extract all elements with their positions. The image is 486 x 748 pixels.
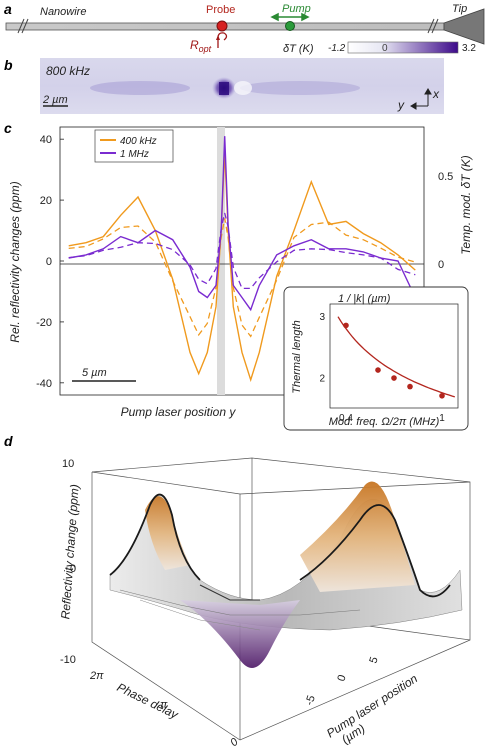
inset-x-tick: 0.4 [339, 413, 353, 424]
phase-axis-label: Phase delay [115, 680, 181, 722]
z-tick-neg10: -10 [60, 654, 76, 666]
z-axis-label: Reflectivity change (ppm) [58, 484, 81, 620]
pump-arrow-icon [270, 12, 310, 22]
colorbar [347, 41, 459, 54]
fit-line-1 [68, 212, 416, 290]
tip-label: Tip [452, 3, 467, 15]
right-tick-0: 0.5 [438, 171, 453, 183]
z-tick-0: 0 [70, 563, 76, 575]
inset-y-tick: 2 [319, 373, 325, 384]
pos-tick-neg5: -5 [303, 694, 317, 707]
colorbar-max: 3.2 [462, 43, 476, 54]
series-group [68, 136, 416, 383]
y-ticks: 40 20 0 -20 -40 [36, 134, 64, 390]
series-line-1 [68, 136, 416, 312]
pos-axis-label: Pump laser position [324, 671, 420, 740]
r-opt-label: Ropt [190, 38, 212, 54]
z-tick-10: 10 [62, 458, 74, 470]
inset-point [391, 375, 397, 381]
colorbar-min: -1.2 [328, 43, 346, 54]
pos-tick-5: 5 [367, 655, 380, 665]
phase-tick-0: 0 [228, 736, 241, 748]
inset-title: 1 / |k| (µm) [338, 293, 391, 305]
legend-label-1mhz: 1 MHz [120, 149, 149, 160]
probe-label: Probe [206, 4, 235, 16]
y-tick-label: 20 [40, 195, 52, 207]
axis-y-label: y [397, 98, 405, 112]
pos-tick-0: 0 [335, 673, 348, 683]
plot-c-xlabel: Pump laser position y [121, 405, 237, 419]
legend-box [94, 129, 174, 163]
surface-plot [109, 481, 463, 668]
panel-label-d: d [4, 433, 13, 449]
inset-point [343, 322, 349, 329]
reflection-arrow-icon [217, 32, 228, 48]
right-axis-label: Temp. mod. δT (K) [459, 155, 473, 255]
inset-point [407, 383, 413, 390]
y-tick-label: 40 [40, 134, 52, 146]
legend-label-400khz: 400 kHz [120, 136, 157, 147]
plot-c-ylabel: Rel. reflectivity changes (ppm) [8, 181, 22, 342]
inset-point [375, 367, 381, 373]
tip-shape [443, 8, 485, 45]
scalebar-c-label: 5 µm [82, 367, 107, 379]
inset-point [439, 392, 445, 399]
probe-spot [216, 20, 228, 32]
frequency-label: 800 kHz [46, 64, 90, 78]
phase-tick-2pi: 2π [89, 670, 104, 682]
y-tick-label: -20 [36, 317, 52, 329]
inset-x-tick: 1 [439, 413, 445, 424]
colorbar-title: δT (K) [283, 43, 314, 55]
inset-y-tick: 3 [319, 312, 325, 323]
inset-ylabel: Thermal length [291, 320, 303, 393]
inset-plot-frame [329, 303, 459, 409]
pump-label: Pump [282, 3, 311, 15]
y-tick-label: -40 [36, 378, 52, 390]
nanowire-label: Nanowire [40, 6, 86, 18]
y-tick-label: 0 [46, 256, 52, 268]
inset-xlabel: Mod. freq. Ω/2π (MHz) [329, 416, 440, 428]
panel-label-b: b [4, 57, 13, 73]
panel-label-a: a [4, 1, 12, 17]
axis-x-label: x [432, 87, 440, 101]
colorbar-zero: 0 [382, 43, 388, 54]
inset-series: 0.4 1 3 2 [319, 312, 455, 424]
scalebar-b-label: 2 µm [42, 94, 68, 106]
highlight-band [217, 127, 225, 395]
inset-fit-curve [337, 316, 455, 398]
pump-spot [285, 21, 295, 31]
thermal-map-image [40, 58, 444, 114]
panel-label-c: c [4, 120, 12, 136]
phase-tick-pi: π [160, 699, 168, 711]
axes-indicator-icon [410, 88, 432, 110]
right-tick-1: 0 [438, 259, 444, 271]
